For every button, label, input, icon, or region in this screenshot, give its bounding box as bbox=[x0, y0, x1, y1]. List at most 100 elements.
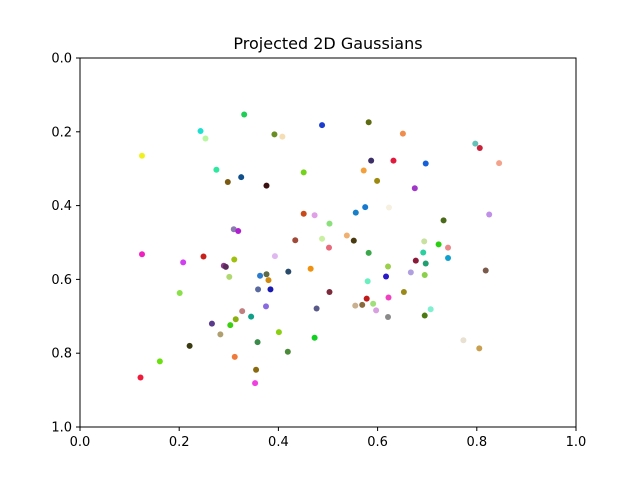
data-point-51 bbox=[385, 263, 392, 270]
data-point-43 bbox=[180, 259, 187, 266]
data-point-63 bbox=[226, 273, 233, 280]
data-point-34 bbox=[319, 235, 326, 242]
data-point-66 bbox=[267, 286, 274, 293]
data-point-28 bbox=[326, 220, 333, 227]
x-axis: 0.0 0.2 0.4 0.6 0.8 1.0 bbox=[70, 427, 586, 450]
data-point-98 bbox=[252, 380, 259, 387]
data-point-84 bbox=[208, 320, 215, 327]
data-point-50 bbox=[222, 263, 229, 270]
data-point-8 bbox=[472, 140, 479, 147]
data-point-77 bbox=[373, 307, 380, 314]
data-point-41 bbox=[139, 251, 145, 258]
data-point-12 bbox=[368, 157, 375, 164]
data-point-93 bbox=[476, 345, 483, 352]
data-point-16 bbox=[238, 174, 245, 181]
data-point-21 bbox=[374, 177, 381, 184]
chart-title: Projected 2D Gaussians bbox=[233, 34, 422, 53]
y-tick-label-3: 0.6 bbox=[51, 273, 72, 288]
data-point-57 bbox=[285, 268, 292, 275]
data-point-62 bbox=[364, 278, 371, 285]
data-point-10 bbox=[496, 160, 503, 167]
data-point-75 bbox=[263, 303, 269, 310]
data-point-96 bbox=[253, 366, 260, 373]
data-point-69 bbox=[176, 290, 183, 297]
data-point-39 bbox=[435, 241, 442, 248]
data-point-79 bbox=[248, 313, 255, 320]
data-point-0 bbox=[241, 111, 248, 118]
data-point-73 bbox=[359, 301, 366, 308]
data-point-78 bbox=[239, 308, 246, 315]
data-point-47 bbox=[420, 249, 427, 256]
data-point-81 bbox=[385, 314, 392, 321]
data-point-40 bbox=[445, 244, 452, 251]
data-point-55 bbox=[257, 272, 264, 279]
data-point-94 bbox=[231, 353, 238, 360]
data-point-92 bbox=[284, 348, 291, 355]
data-point-30 bbox=[486, 211, 493, 218]
data-point-72 bbox=[352, 302, 359, 309]
data-point-91 bbox=[186, 342, 193, 349]
data-point-74 bbox=[370, 300, 377, 307]
x-tick-label-4: 0.8 bbox=[466, 435, 487, 450]
data-point-53 bbox=[422, 260, 429, 267]
data-point-68 bbox=[400, 288, 407, 295]
data-point-17 bbox=[300, 169, 307, 176]
data-point-23 bbox=[386, 204, 393, 211]
data-point-3 bbox=[197, 128, 204, 135]
data-point-14 bbox=[422, 160, 429, 167]
data-point-1 bbox=[271, 131, 278, 138]
data-point-42 bbox=[200, 253, 207, 260]
x-tick-label-1: 0.2 bbox=[169, 435, 190, 450]
data-point-38 bbox=[421, 238, 428, 245]
data-point-76 bbox=[313, 305, 320, 312]
data-point-15 bbox=[213, 166, 220, 173]
x-tick-label-0: 0.0 bbox=[70, 435, 91, 450]
data-point-56 bbox=[263, 271, 270, 278]
data-point-86 bbox=[217, 331, 224, 338]
data-point-59 bbox=[383, 273, 390, 280]
data-point-29 bbox=[440, 217, 447, 224]
data-point-4 bbox=[202, 135, 209, 142]
data-point-35 bbox=[343, 232, 350, 239]
data-point-95 bbox=[156, 358, 163, 365]
data-point-48 bbox=[445, 254, 452, 261]
data-point-97 bbox=[137, 374, 144, 381]
data-point-11 bbox=[139, 152, 145, 159]
data-point-22 bbox=[411, 185, 418, 192]
data-point-82 bbox=[427, 306, 434, 313]
data-point-52 bbox=[412, 257, 419, 264]
data-point-25 bbox=[352, 209, 359, 216]
data-point-20 bbox=[263, 182, 270, 189]
data-point-90 bbox=[460, 337, 467, 344]
data-point-6 bbox=[365, 119, 372, 126]
y-tick-label-2: 0.4 bbox=[51, 199, 72, 214]
data-point-36 bbox=[350, 237, 357, 244]
data-point-24 bbox=[362, 204, 369, 211]
data-point-65 bbox=[255, 286, 262, 293]
data-point-26 bbox=[300, 210, 307, 217]
data-point-32 bbox=[235, 228, 242, 235]
data-point-58 bbox=[307, 265, 314, 272]
y-tick-label-1: 0.2 bbox=[51, 125, 72, 140]
data-point-44 bbox=[231, 256, 238, 263]
data-point-27 bbox=[311, 212, 318, 219]
data-point-7 bbox=[399, 130, 406, 137]
data-point-61 bbox=[421, 271, 428, 278]
data-point-80 bbox=[232, 316, 239, 323]
x-tick-label-2: 0.4 bbox=[268, 435, 289, 450]
data-point-45 bbox=[271, 253, 278, 260]
y-axis: 0.0 0.2 0.4 0.6 0.8 1.0 bbox=[51, 52, 80, 436]
data-point-67 bbox=[326, 288, 333, 295]
points-layer bbox=[137, 111, 503, 387]
plot-frame bbox=[79, 57, 577, 428]
data-point-87 bbox=[275, 329, 282, 336]
data-point-33 bbox=[292, 237, 299, 244]
data-point-19 bbox=[224, 178, 231, 185]
x-tick-label-3: 0.6 bbox=[367, 435, 388, 450]
data-point-54 bbox=[482, 267, 489, 274]
y-tick-label-5: 1.0 bbox=[51, 421, 72, 436]
data-point-5 bbox=[319, 122, 326, 129]
y-tick-label-0: 0.0 bbox=[51, 52, 72, 67]
data-point-46 bbox=[365, 249, 372, 256]
